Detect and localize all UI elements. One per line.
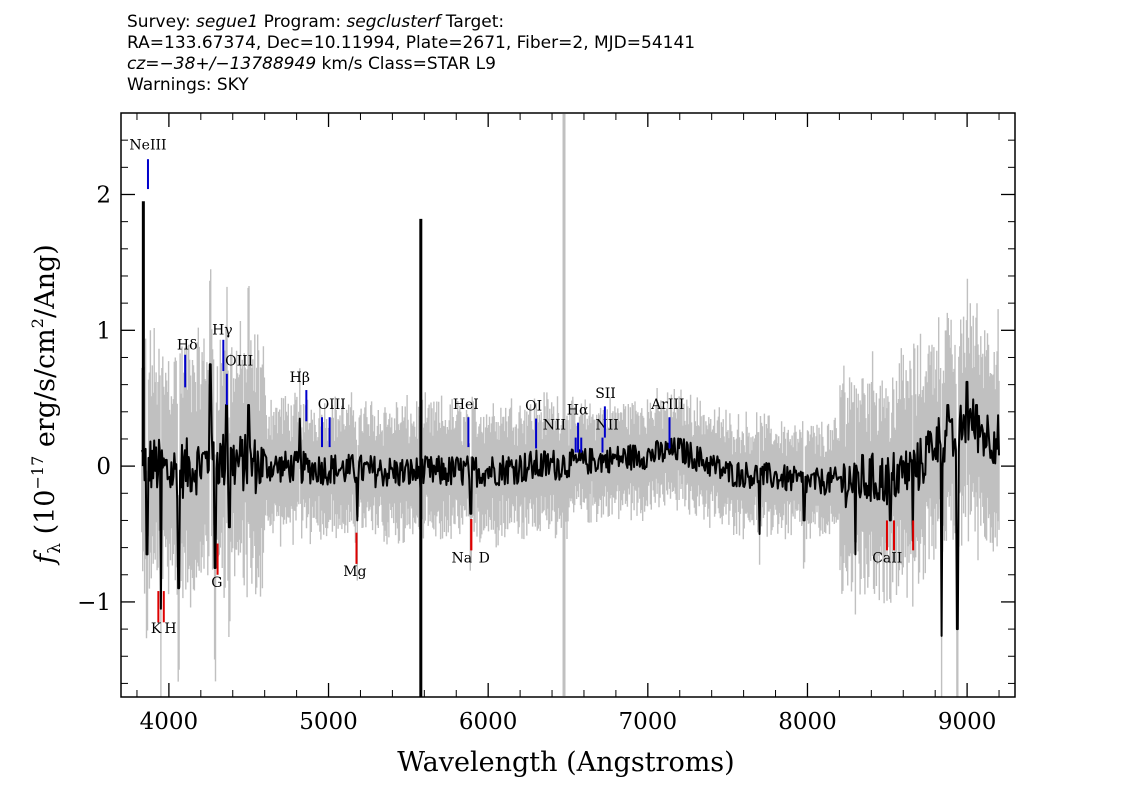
y-tick-label: −1	[77, 590, 111, 616]
emission-line-label: Hα	[567, 403, 589, 419]
class-value: km/s Class=STAR L9	[316, 54, 496, 74]
emission-line-label: NII	[595, 417, 618, 433]
survey-value: segue1	[196, 12, 259, 32]
absorption-line-label: H	[164, 621, 176, 637]
y-axis-title-exp2: 2	[28, 318, 47, 328]
header-line-4: Warnings: SKY	[127, 75, 249, 95]
absorption-line-label: CaII	[872, 551, 902, 567]
plot-frame	[120, 112, 1016, 698]
x-tick-label: 5000	[299, 709, 358, 735]
emission-line-label: ArIII	[650, 397, 684, 413]
absorption-line-markers: K H G Mg Na D CaII	[151, 519, 915, 637]
spectrum-header: Survey: segue1 Program: segclusterf Targ…	[127, 12, 695, 96]
axis-ticks: 4000 5000 6000 7000 8000 9000 −1 0 1 2	[77, 113, 1015, 735]
survey-label: Survey:	[127, 12, 197, 32]
y-tick-label: 2	[96, 182, 111, 208]
target-label: Target:	[440, 12, 505, 32]
flux-series	[140, 363, 1000, 637]
y-axis-title: fλ (10−17 erg/s/cm2/Ang)	[28, 244, 65, 566]
x-axis-title: Wavelength (Angstroms)	[397, 747, 734, 778]
program-label: Program:	[258, 12, 347, 32]
emission-line-label: Hβ	[290, 370, 310, 386]
y-axis-title-exp1: −17	[28, 456, 47, 490]
y-axis-title-lambda: λ	[45, 543, 65, 554]
x-tick-label: 4000	[140, 709, 199, 735]
absorption-line-label: K	[151, 621, 162, 637]
emission-line-label: SII	[595, 386, 616, 402]
header-line-2: RA=133.67374, Dec=10.11994, Plate=2671, …	[127, 33, 696, 53]
y-axis-title-tail: /Ang)	[30, 244, 61, 318]
x-tick-label: 9000	[938, 709, 997, 735]
x-tick-label: 6000	[459, 709, 518, 735]
emission-line-label: HeI	[453, 397, 479, 413]
emission-line-label: OIII	[318, 397, 346, 413]
absorption-line-label: Na	[452, 551, 473, 567]
x-tick-label: 8000	[778, 709, 837, 735]
emission-line-label: NeIII	[129, 138, 166, 154]
absorption-line-label: G	[211, 575, 222, 591]
absorption-line-label: Mg	[343, 564, 366, 580]
emission-line-label: OIII	[225, 354, 253, 370]
emission-line-label: OI	[525, 398, 542, 414]
redshift-value: cz=−38+/−13788949	[127, 54, 317, 74]
emission-line-label: Hγ	[212, 322, 233, 338]
y-axis-title-paren: (10	[30, 490, 61, 543]
y-tick-label: 1	[96, 318, 111, 344]
spikes	[141, 201, 423, 697]
emission-line-label: Hδ	[177, 337, 198, 353]
x-tick-label: 7000	[619, 709, 678, 735]
emission-line-label: NII	[543, 417, 566, 433]
y-tick-label: 0	[96, 454, 111, 480]
program-value: segclusterf	[346, 12, 441, 32]
header-line-1: Survey: segue1 Program: segclusterf Targ…	[127, 12, 695, 33]
absorption-line-label: D	[479, 551, 490, 567]
y-axis-title-mid: erg/s/cm	[30, 328, 61, 456]
header-line-3: cz=−38+/−13788949 km/s Class=STAR L9	[127, 54, 695, 75]
